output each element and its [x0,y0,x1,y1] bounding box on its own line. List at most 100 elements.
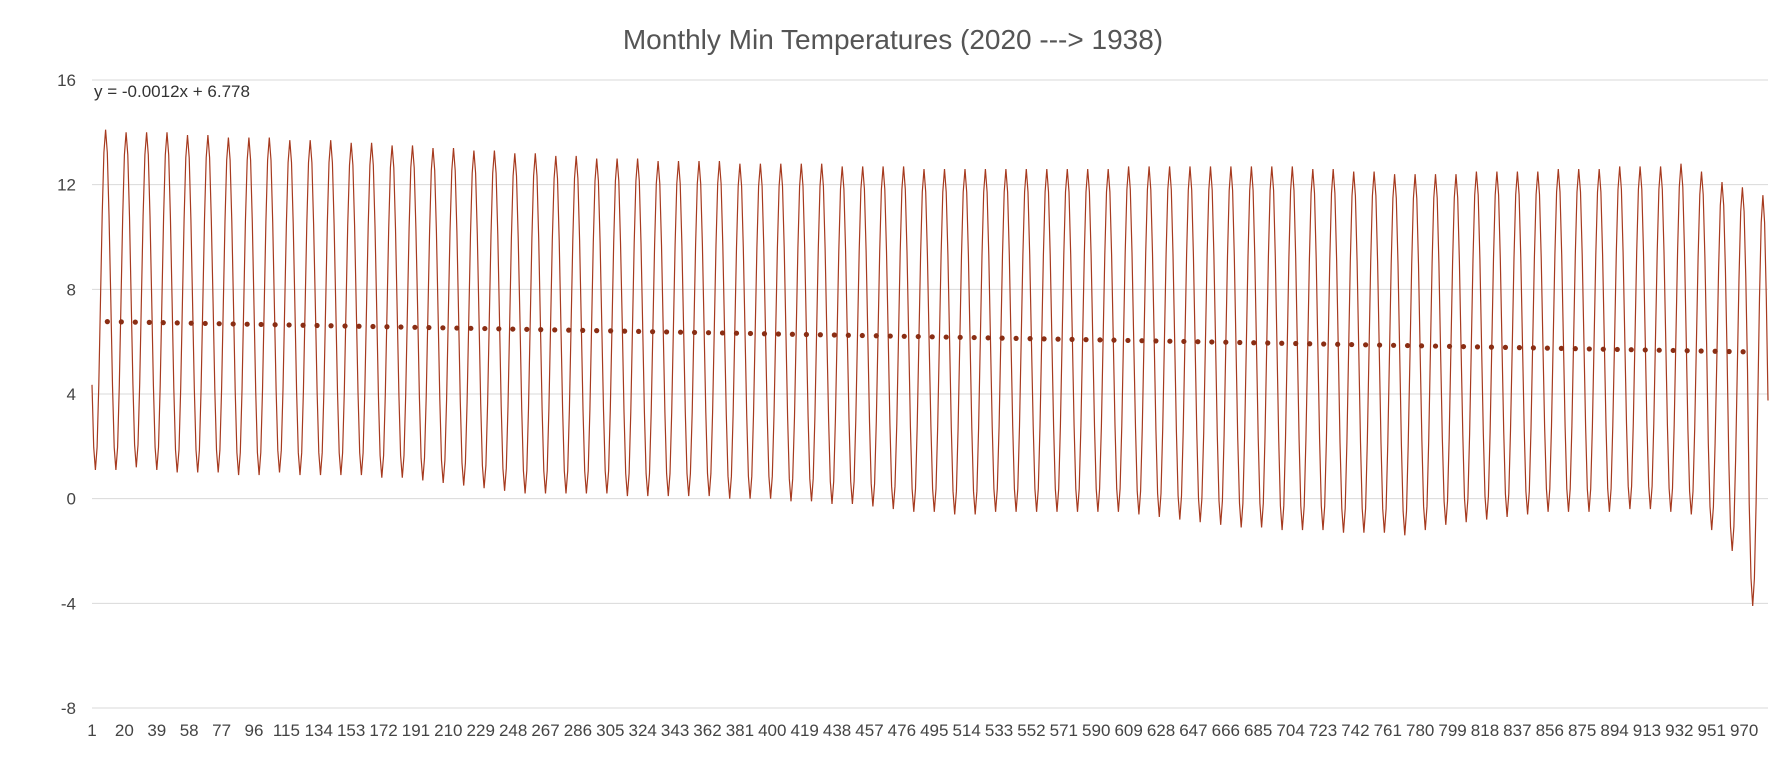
trendline-dot [803,331,809,338]
trendline-dot [1293,340,1299,347]
x-tick-label: 400 [758,721,786,740]
trendline-dot [733,330,740,336]
trendline-dot [1614,346,1620,353]
x-tick-label: 533 [985,721,1013,740]
trendline-dot [272,322,278,328]
trendline-dot [831,332,837,338]
trendline-dot [1027,336,1033,342]
trendline-dot [510,326,516,332]
x-tick-label: 96 [245,721,264,740]
trendline-dot [887,333,893,339]
trendline-dot [1041,336,1047,342]
trendline-dot [691,329,698,336]
trendline-dot [566,327,572,333]
trendline-dot [705,330,712,336]
trendline-dot [1181,338,1187,345]
trendline-dot [342,323,348,329]
series-line [91,129,1769,607]
trendline-dot [1195,339,1201,345]
trendline-dot [943,334,949,340]
trendline-dot [1432,343,1439,349]
trendline-layer [104,319,1746,355]
trendline-dot [873,333,879,339]
trendline-dot [1656,347,1662,353]
trendline-dot [845,332,851,338]
trendline-dot [1335,341,1341,347]
trendline-dot [1740,349,1746,355]
x-axis-ticks: 1 20 39 58 77 96 115 134 153 172 191 210 229 248 267 28… [87,721,1758,740]
trendline-equation: y = -0.0012x + 6.778 [94,82,250,101]
trendline-dot [1083,337,1089,343]
trendline-dot [1530,345,1536,351]
trendline-dot [286,322,292,328]
x-tick-label: 780 [1406,721,1434,740]
x-tick-label: 799 [1438,721,1466,740]
x-tick-label: 305 [596,721,624,740]
trendline-dot [412,324,418,330]
trendline-dot [1600,346,1606,352]
trendline-dot [482,325,488,332]
x-tick-label: 153 [337,721,365,740]
x-tick-label: 647 [1179,721,1207,740]
trendline-dot [580,327,586,333]
trendline-dot [677,329,684,335]
x-tick-label: 685 [1244,721,1272,740]
x-tick-label: 951 [1698,721,1726,740]
trendline-dot [1446,343,1453,349]
trendline-dot [1698,348,1704,354]
x-tick-label: 894 [1600,721,1628,740]
trendline-dot [747,330,754,337]
x-tick-label: 704 [1276,721,1304,740]
trendline-dot [1265,340,1271,346]
y-tick-label: 8 [67,280,76,299]
trendline-dot [663,329,670,335]
x-tick-label: 191 [402,721,430,740]
trendline-dot [118,319,124,325]
trendline-dot [538,327,544,333]
trendline-dot [300,322,306,328]
trendline-dot [1209,339,1215,345]
x-tick-label: 970 [1730,721,1758,740]
trendline-dot [1013,335,1019,341]
trendline-dot [957,334,963,340]
x-tick-label: 875 [1568,721,1596,740]
x-tick-label: 932 [1665,721,1693,740]
trendline-dot [1642,347,1648,353]
trendline-dot [1418,343,1425,349]
trendline-dot [1055,336,1061,342]
x-tick-label: 58 [180,721,199,740]
x-tick-label: 134 [305,721,333,740]
trendline-dot [188,320,194,326]
x-tick-label: 856 [1536,721,1564,740]
trendline-dot [1363,342,1369,348]
trendline-dot [1153,338,1159,344]
trendline-dot [356,323,362,329]
trendline-dot [608,328,614,334]
x-tick-label: 742 [1341,721,1369,740]
trendline-dot [789,331,796,337]
trendline-dot [1390,342,1397,348]
trendline-dot [1488,344,1495,350]
trendline-dot [1628,347,1634,353]
trendline-dot [454,325,460,331]
trendline-dot [314,322,320,329]
x-tick-label: 343 [661,721,689,740]
x-tick-label: 210 [434,721,462,740]
trendline-dot [1670,347,1676,354]
trendline-dot [999,335,1005,341]
trendline-dot [160,320,166,326]
trendline-dot [202,320,208,327]
trendline-dot [1307,341,1313,347]
gridlines [92,79,1768,709]
x-tick-label: 495 [920,721,948,740]
x-tick-label: 609 [1114,721,1142,740]
x-tick-label: 39 [147,721,166,740]
trendline-dot [370,323,376,330]
trendline-dot [1586,346,1592,352]
trendline-dot [1684,348,1690,354]
y-tick-label: 12 [57,176,76,195]
trendline-dot [244,321,250,327]
trendline-dot [901,333,907,339]
x-tick-label: 837 [1503,721,1531,740]
